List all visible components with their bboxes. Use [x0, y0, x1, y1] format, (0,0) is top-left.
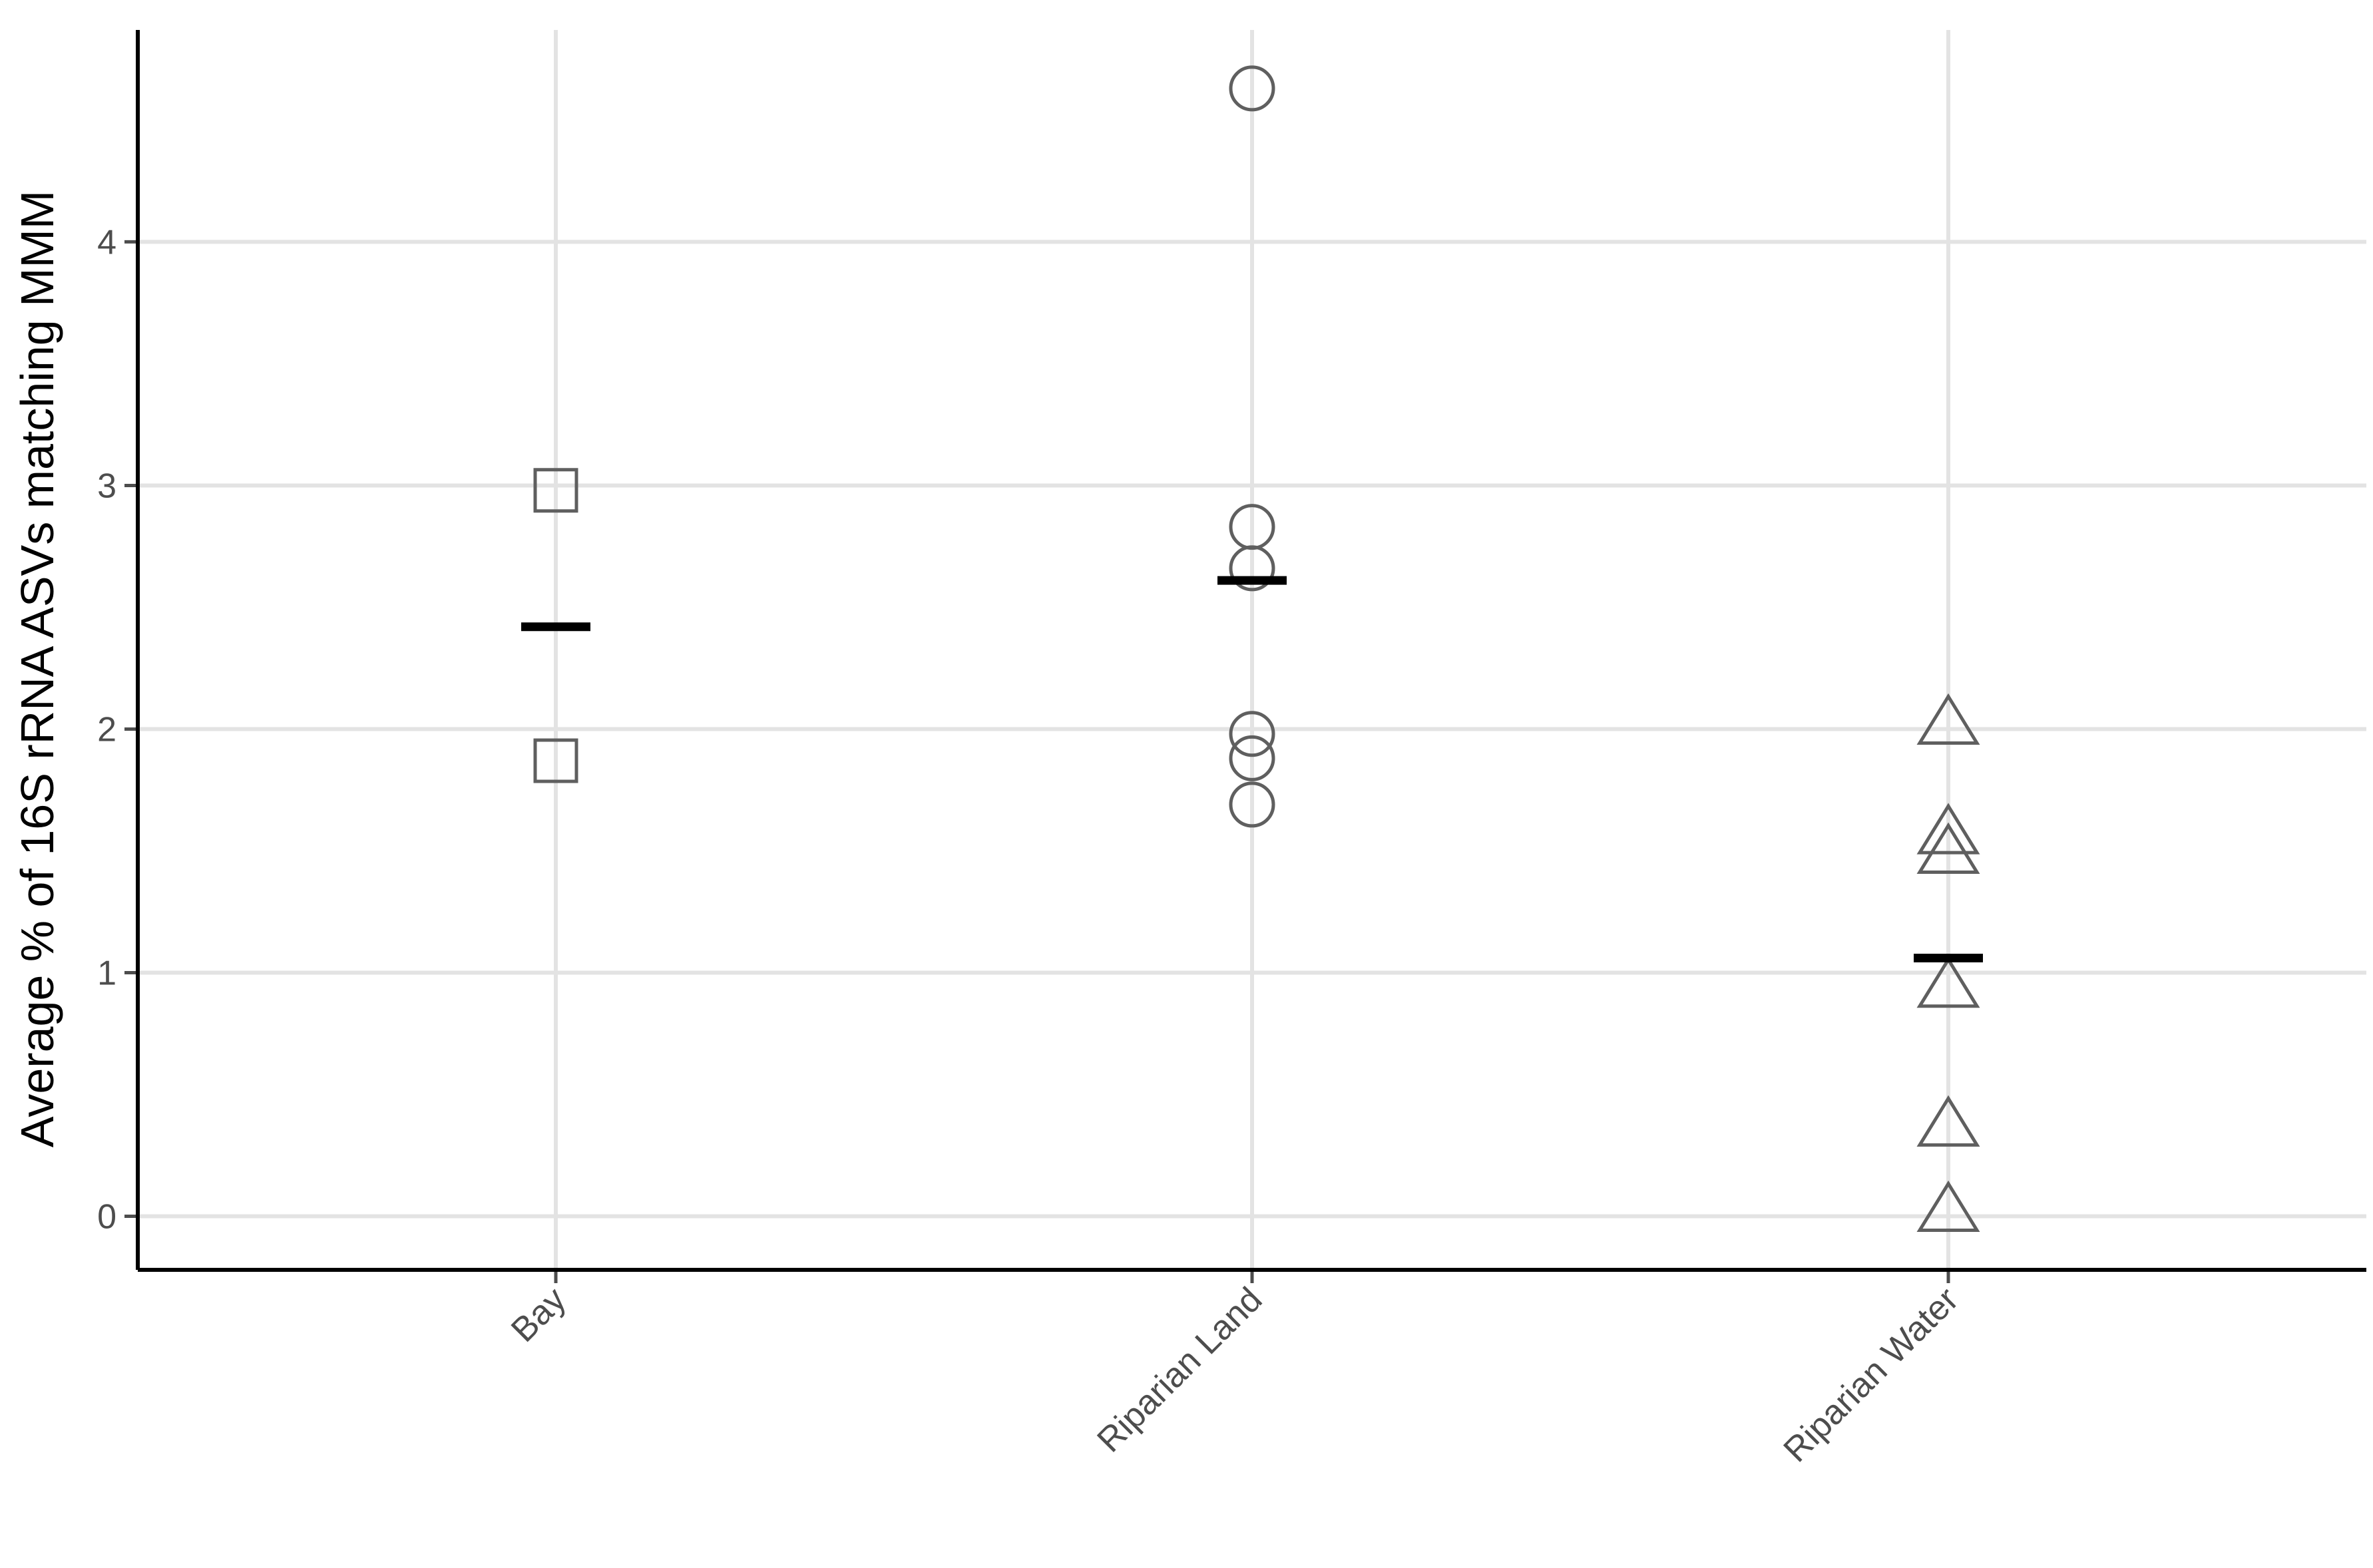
data-point-square: [533, 468, 578, 513]
y-tick-label: 1: [97, 954, 116, 992]
y-tick-label: 4: [97, 223, 116, 262]
mean-markers: [521, 576, 1983, 963]
tick-labels: 0 1 2 3 4 Bay Riparian Land Riparian Water: [97, 223, 1966, 1470]
data-point-triangle: [1916, 1180, 1980, 1232]
data-point-circle: [1229, 711, 1275, 757]
data-point-circle: [1229, 735, 1275, 781]
data-point-triangle: [1916, 956, 1980, 1008]
x-tick-label: Bay: [504, 1280, 573, 1349]
data-point-square: [533, 738, 578, 783]
data-point-circle: [1229, 545, 1275, 592]
data-point-triangle: [1916, 693, 1980, 745]
data-point-triangle: [1916, 1095, 1980, 1147]
data-point-triangle: [1916, 803, 1980, 855]
x-tick-label: Riparian Water: [1777, 1280, 1966, 1470]
y-tick-label: 0: [97, 1197, 116, 1236]
data-point-triangle: [1916, 822, 1980, 874]
data-point-circle: [1229, 781, 1275, 828]
y-axis-title: Average % of 16S rRNA ASVs matching MMM: [11, 190, 63, 1147]
y-tick-label: 2: [97, 710, 116, 749]
data-points: [533, 65, 1980, 1232]
grid: [138, 30, 2366, 1270]
data-point-circle: [1229, 65, 1275, 112]
axes: [124, 30, 2366, 1283]
y-tick-label: 3: [97, 467, 116, 505]
x-tick-label: Riparian Land: [1090, 1280, 1270, 1460]
